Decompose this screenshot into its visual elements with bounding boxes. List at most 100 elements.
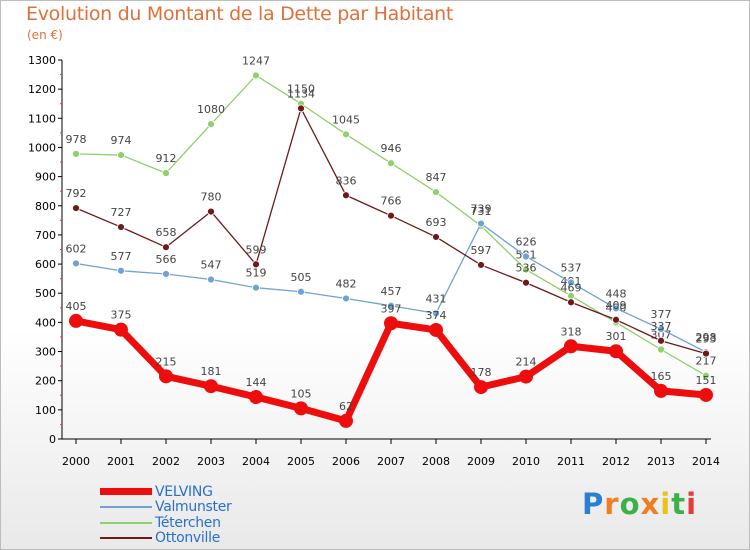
legend-swatch xyxy=(100,537,152,540)
data-label-valmunster: 547 xyxy=(201,259,222,272)
data-point-velving xyxy=(519,369,533,384)
data-label-valmunster: 448 xyxy=(606,287,627,300)
data-label-velving: 165 xyxy=(651,370,672,383)
x-tick-label: 2002 xyxy=(152,455,180,468)
data-label-valmunster: 457 xyxy=(381,285,402,298)
data-point-ottonville xyxy=(297,104,305,113)
data-label-t-terchen: 946 xyxy=(381,142,402,155)
data-point-t-terchen xyxy=(207,120,215,129)
data-label-ottonville: 693 xyxy=(426,216,447,229)
data-label-ottonville: 337 xyxy=(651,320,672,333)
data-point-ottonville xyxy=(567,298,575,307)
x-tick-label: 2011 xyxy=(557,455,585,468)
data-point-velving xyxy=(609,344,623,359)
legend-label: VELVING xyxy=(155,483,213,500)
chart-subtitle: (en €) xyxy=(27,28,63,42)
legend-item: Téterchen xyxy=(100,515,232,531)
legend-item: Valmunster xyxy=(100,499,232,515)
data-point-t-terchen xyxy=(117,151,125,159)
x-tick-label: 2008 xyxy=(422,455,450,468)
data-label-velving: 301 xyxy=(606,330,627,343)
data-label-valmunster: 577 xyxy=(111,250,132,263)
x-tick-label: 2001 xyxy=(107,455,135,468)
chart-title: Evolution du Montant de la Dette par Hab… xyxy=(26,3,454,25)
data-point-valmunster xyxy=(72,259,80,268)
data-label-t-terchen: 974 xyxy=(111,134,132,147)
data-point-ottonville xyxy=(162,243,170,252)
data-label-velving: 397 xyxy=(381,302,402,315)
legend-swatch xyxy=(100,506,152,509)
data-point-t-terchen xyxy=(252,71,260,80)
data-label-t-terchen: 978 xyxy=(66,133,87,146)
data-label-valmunster: 626 xyxy=(516,235,537,248)
data-point-ottonville xyxy=(72,204,80,213)
data-label-ottonville: 766 xyxy=(381,195,402,208)
data-label-valmunster: 377 xyxy=(651,308,672,321)
data-label-velving: 178 xyxy=(471,366,492,379)
line-chart: 0 100 200 300 400 500 600 700 800 900 1000 1100 1200… xyxy=(28,54,720,468)
data-point-velving xyxy=(699,387,713,402)
x-tick-label: 2007 xyxy=(377,455,405,468)
data-point-valmunster xyxy=(657,325,665,333)
data-label-ottonville: 658 xyxy=(156,226,177,239)
data-point-velving xyxy=(339,413,353,428)
data-label-ottonville: 293 xyxy=(696,333,717,346)
data-label-t-terchen: 847 xyxy=(426,171,447,184)
data-point-valmunster xyxy=(207,275,215,284)
data-point-valmunster xyxy=(567,278,575,287)
data-point-ottonville xyxy=(117,223,125,231)
data-point-velving xyxy=(114,322,128,337)
data-label-ottonville: 727 xyxy=(111,206,132,219)
data-point-velving xyxy=(69,313,83,328)
data-point-velving xyxy=(654,383,668,398)
y-tick-label: 300 xyxy=(35,346,56,359)
data-point-ottonville xyxy=(432,233,440,241)
data-label-ottonville: 792 xyxy=(66,187,87,200)
data-point-velving xyxy=(474,380,488,395)
legend-swatch xyxy=(100,488,152,496)
data-point-ottonville xyxy=(522,278,530,287)
y-tick-label: 800 xyxy=(35,200,56,213)
legend-label: Ottonville xyxy=(155,530,221,547)
data-point-ottonville xyxy=(387,211,395,220)
data-label-valmunster: 739 xyxy=(471,203,492,216)
data-point-ottonville xyxy=(612,315,620,324)
data-point-valmunster xyxy=(387,301,395,310)
data-point-ottonville xyxy=(477,261,485,269)
y-tick-label: 600 xyxy=(35,258,56,271)
data-point-valmunster xyxy=(162,270,170,278)
data-point-valmunster xyxy=(612,304,620,313)
x-tick-label: 2010 xyxy=(512,455,540,468)
data-label-t-terchen: 731 xyxy=(471,205,492,218)
data-label-velving: 375 xyxy=(111,309,132,322)
data-point-valmunster xyxy=(117,266,125,275)
data-label-velving: 62 xyxy=(339,400,353,413)
data-label-ottonville: 836 xyxy=(336,174,357,187)
x-tick-label: 2013 xyxy=(647,455,675,468)
legend-item: Ottonville xyxy=(100,530,232,547)
x-tick-label: 2003 xyxy=(197,455,225,468)
data-label-valmunster: 431 xyxy=(426,292,447,305)
data-point-t-terchen xyxy=(342,130,350,139)
x-tick-label: 2000 xyxy=(62,455,90,468)
data-label-ottonville: 599 xyxy=(246,243,267,256)
data-point-valmunster xyxy=(252,283,260,292)
data-point-t-terchen xyxy=(432,188,440,196)
data-point-t-terchen xyxy=(387,159,395,168)
data-point-t-terchen xyxy=(657,345,665,354)
legend-label: Téterchen xyxy=(155,514,221,531)
data-point-velving xyxy=(384,316,398,331)
x-tick-label: 2009 xyxy=(467,455,495,468)
data-label-valmunster: 298 xyxy=(696,331,717,344)
data-label-velving: 374 xyxy=(426,309,447,322)
data-label-ottonville: 597 xyxy=(471,244,492,257)
data-point-t-terchen xyxy=(522,265,530,274)
data-point-velving xyxy=(159,369,173,384)
legend-swatch xyxy=(100,521,152,524)
data-label-velving: 318 xyxy=(561,325,582,338)
y-tick-label: 0 xyxy=(49,433,56,446)
data-point-valmunster xyxy=(297,287,305,296)
data-point-velving xyxy=(564,339,578,354)
data-point-ottonville xyxy=(207,207,215,216)
data-label-t-terchen: 1080 xyxy=(197,103,225,116)
